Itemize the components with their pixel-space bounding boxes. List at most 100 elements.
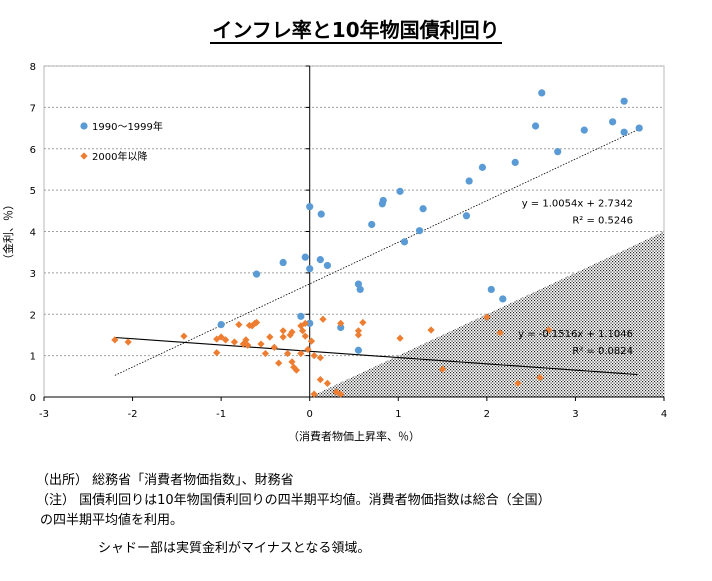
trendline-equation: y = 1.0054x + 2.7342 [522,199,633,210]
legend: 1990〜1999年 2000年以降 [80,120,163,163]
data-point [538,89,546,97]
data-point [514,379,522,387]
chart-title: インフレ率と10年物国債利回り [0,14,712,44]
data-point [323,379,332,387]
data-point [317,210,325,218]
x-tick-label: 1 [395,409,401,420]
data-point [297,349,305,358]
x-tick-label: -1 [216,409,226,420]
data-point [316,256,324,264]
data-point [124,338,132,346]
x-tick-label: 2 [484,409,490,420]
legend-marker [80,122,88,130]
data-point [307,337,316,345]
data-point [499,295,507,303]
y-tick-label: 1 [30,352,36,363]
data-point [213,335,221,343]
trendline-equation: y = -0.1516x + 1.1046 [518,329,633,340]
data-point [244,341,252,349]
data-point [297,312,305,320]
data-point [261,349,270,358]
data-point [620,97,628,105]
trendline-equations: y = 1.0054x + 2.7342 R² = 0.5246 y = -0.15… [518,199,633,357]
data-point [396,334,404,342]
data-point [323,261,332,270]
trendline-r2: R² = 0.0824 [572,346,633,357]
data-point [400,238,409,246]
data-point [270,343,278,351]
x-axis-label: （消費者物価上昇率、％） [288,429,420,443]
data-point [248,322,256,330]
data-point [257,340,265,348]
trendline [114,336,638,376]
data-point [379,196,387,205]
data-point [337,390,345,398]
data-point [213,349,221,357]
x-tick-label: 0 [307,409,313,420]
data-point [306,203,314,211]
data-point [306,319,314,327]
y-tick-label: 8 [30,62,36,73]
data-point [531,122,540,130]
data-point [288,328,296,336]
data-point [337,319,345,327]
data-point [427,326,435,334]
data-point [279,333,287,341]
data-point [275,359,283,367]
data-point [221,336,230,344]
data-point [217,320,225,329]
data-point [266,333,274,341]
chart-title-text: インフレ率と10年物国債利回り [210,18,502,44]
data-point [319,315,327,323]
legend-label: 1990〜1999年 [92,120,163,133]
y-tick-label: 7 [30,103,36,114]
data-point [354,346,363,354]
data-point [337,323,345,332]
trendline [114,129,638,376]
data-point [301,332,309,340]
tick-labels: -3 -2 -1 0 1 2 3 4 0 1 2 3 4 5 6 7 8 [30,62,668,420]
data-point [580,126,588,134]
scatter-chart: -3 -2 -1 0 1 2 3 4 0 1 2 3 4 5 6 7 8 1990〜1999年 2000年以降 y… [1,62,668,443]
data-point [252,270,261,278]
data-point [496,329,504,337]
data-point [483,313,491,321]
note-line-2: の四半期平均値を利用。 [40,513,184,528]
data-point [545,326,553,334]
data-point [354,331,363,339]
y-tick-label: 5 [30,186,36,197]
data-point [304,345,312,354]
data-point [279,327,287,335]
data-point [368,220,376,229]
data-point [635,124,643,132]
x-tick-label: 3 [572,409,578,420]
y-tick-label: 2 [30,310,36,321]
y-tick-label: 3 [30,269,36,280]
data-point [111,336,119,344]
data-point [554,148,562,156]
data-point [288,358,296,366]
data-point [252,318,261,327]
data-point [487,285,495,294]
legend-label: 2000年以降 [92,150,147,163]
data-point [297,322,305,330]
data-point [279,258,287,267]
note-line-1: （注） 国債利回りは10年物国債利回りの四半期平均値。消費者物価指数は総合（全国… [36,493,551,508]
data-point [536,373,544,382]
data-point [292,366,301,374]
data-point [283,349,292,358]
data-point [316,376,324,384]
data-point [511,158,519,167]
data-point [609,118,617,126]
data-point [478,163,487,171]
data-point [354,327,363,335]
data-point [438,365,447,373]
data-point [359,318,367,327]
data-point [239,340,247,348]
data-point [301,319,309,327]
x-tick-label: -3 [39,409,49,420]
data-point [620,128,628,136]
data-point [180,332,188,340]
data-point [462,212,471,220]
data-point [299,327,307,335]
